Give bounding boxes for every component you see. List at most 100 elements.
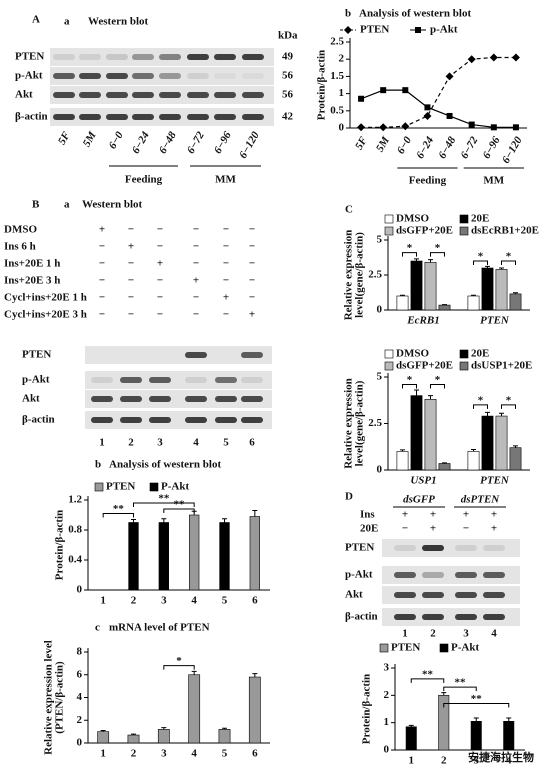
bar <box>396 295 409 311</box>
y-tick-label: 1.2 <box>68 494 82 506</box>
x-tick-label: PTEN <box>480 475 510 487</box>
bracket <box>443 686 477 692</box>
band <box>422 545 444 551</box>
band <box>455 545 477 551</box>
error-bar <box>428 259 433 263</box>
band <box>106 54 128 60</box>
treatment-mark: + <box>193 275 199 287</box>
bar <box>495 269 508 311</box>
significance: * <box>478 251 484 263</box>
x-tick-label: 2 <box>131 595 137 607</box>
group-label: dsGFP <box>403 494 435 506</box>
y-tick-label: 0 <box>77 584 83 596</box>
band <box>159 114 181 120</box>
band <box>242 92 264 98</box>
y-tick-label: 1 <box>339 87 345 99</box>
treatment-mark: − <box>128 309 134 321</box>
legend-swatch <box>459 214 469 224</box>
legend-swatch <box>149 482 159 492</box>
error-bar <box>400 294 405 296</box>
y-tick-label: 3 <box>384 662 390 674</box>
point <box>415 27 421 33</box>
bar <box>467 295 480 311</box>
treatment-mark: − <box>99 292 105 304</box>
band <box>394 614 416 620</box>
lane-number: 6 <box>249 437 255 449</box>
x-tick-label: 1 <box>409 755 415 767</box>
treatment-label: Ins+20E 3 h <box>4 275 60 287</box>
blot-strip <box>85 346 272 364</box>
band <box>422 572 444 578</box>
y-axis-label: Protein/β-actin <box>316 50 328 120</box>
blot-row-label: PTEN <box>15 51 44 63</box>
bracket <box>430 252 445 257</box>
bracket <box>402 252 417 257</box>
significance: * <box>176 655 182 667</box>
legend-label: P-Akt <box>451 642 479 654</box>
bracket <box>443 703 510 708</box>
treatment-mark: − <box>128 292 134 304</box>
bracket <box>163 665 195 670</box>
bracket <box>410 678 445 683</box>
condition-mark: + <box>463 509 469 521</box>
legend-swatch <box>384 349 394 359</box>
panel-sub: a <box>64 199 70 211</box>
y-tick-label: 5 <box>377 234 383 246</box>
error-bar <box>513 292 518 294</box>
y-tick-label: 2.5 <box>368 417 382 429</box>
band <box>394 592 416 598</box>
error-bar <box>499 267 504 270</box>
condition-mark: + <box>430 523 436 535</box>
significance: ** <box>158 493 170 505</box>
axis-line <box>349 38 527 129</box>
band <box>241 396 263 402</box>
treatment-label: Ins 6 h <box>4 241 36 253</box>
bracket <box>102 513 134 518</box>
kda-value: 49 <box>282 51 294 63</box>
legend-swatch <box>379 643 389 653</box>
blot-row-label: p-Akt <box>345 569 373 581</box>
band <box>149 396 171 402</box>
y-axis-label: (PTEN/β-actin) <box>54 661 66 734</box>
condition-mark: + <box>430 509 436 521</box>
bar <box>438 463 451 471</box>
band <box>241 417 263 423</box>
treatment-mark: + <box>99 224 105 236</box>
error-bar <box>252 673 258 678</box>
y-axis-label: level(gene/β-actin) <box>354 380 366 466</box>
chart-title: mRNA level of PTEN <box>109 622 210 634</box>
blot-row-label: Akt <box>22 393 40 405</box>
y-tick-label: 2.5 <box>330 36 344 48</box>
condition-label: Ins <box>360 509 375 521</box>
significance: * <box>506 394 512 406</box>
treatment-mark: − <box>223 309 229 321</box>
band <box>91 377 113 383</box>
blot-strip <box>382 586 520 604</box>
bar <box>189 514 200 591</box>
error-bar <box>471 294 476 296</box>
blot-strip <box>382 539 520 557</box>
x-tick-label: 5F <box>353 134 370 152</box>
band <box>120 396 142 402</box>
error-bar <box>161 727 167 730</box>
band <box>79 92 101 98</box>
band <box>149 417 171 423</box>
significance: ** <box>113 503 125 515</box>
treatment-mark: − <box>128 275 134 287</box>
kda-value: 42 <box>282 111 294 123</box>
band <box>53 73 75 79</box>
bar <box>424 262 437 311</box>
error-bar <box>414 258 419 261</box>
band <box>132 73 154 79</box>
legend-swatch <box>459 349 469 359</box>
band <box>215 417 237 423</box>
treatment-mark: − <box>249 258 255 270</box>
legend-label: PTEN <box>391 642 420 654</box>
error-bar <box>222 727 227 730</box>
y-tick-label: 0 <box>77 737 83 749</box>
band <box>185 396 207 402</box>
x-tick-label: 4 <box>191 748 197 760</box>
point <box>358 95 365 102</box>
band <box>214 73 236 79</box>
treatment-mark: − <box>223 258 229 270</box>
